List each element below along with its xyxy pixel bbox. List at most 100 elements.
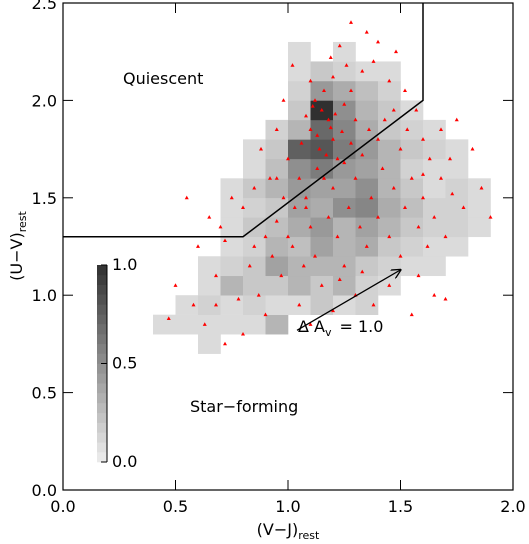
heat-cell (265, 217, 289, 238)
heat-cell (333, 178, 356, 199)
point (207, 215, 212, 219)
colorbar-step (97, 363, 107, 374)
heat-cell (288, 158, 311, 179)
point (331, 137, 335, 141)
point (328, 125, 333, 130)
point (315, 166, 320, 170)
point (479, 185, 484, 190)
point (308, 78, 313, 83)
heat-cell (423, 139, 446, 160)
heat-cell (198, 334, 221, 354)
point (223, 341, 227, 346)
point (398, 254, 403, 258)
heat-cell (378, 158, 401, 179)
colorbar-step (97, 452, 107, 463)
point (337, 43, 342, 48)
colorbar-tick-label: 0.5 (112, 354, 137, 373)
heat-cell (378, 100, 401, 121)
heat-cell (243, 256, 266, 277)
heat-cell (220, 217, 244, 238)
heat-cell (243, 295, 266, 315)
heat-cell (355, 217, 379, 238)
point (247, 263, 252, 268)
heat-cell (288, 275, 311, 296)
heat-cell (378, 139, 401, 160)
point (290, 244, 295, 248)
heat-cell (355, 158, 379, 179)
point (274, 176, 279, 180)
points (166, 20, 493, 346)
x-label-main: (V−J) (257, 520, 299, 539)
heat-cell (468, 197, 491, 218)
colorbar-tick-label: 0.0 (112, 452, 137, 471)
heat-cell (355, 100, 379, 121)
point (290, 63, 295, 67)
point (274, 218, 279, 223)
heat-cell (243, 158, 266, 179)
heat-cell (265, 158, 289, 179)
heat-cell (400, 158, 424, 179)
heat-cell (265, 197, 289, 218)
point (236, 296, 241, 301)
point (274, 127, 279, 132)
colorbar-step (97, 383, 107, 394)
point (376, 215, 380, 219)
colorbar-step (97, 432, 107, 443)
heat-cell (288, 61, 311, 82)
heat-cell (310, 178, 334, 199)
point (263, 234, 268, 239)
point (398, 146, 403, 151)
point (360, 269, 365, 274)
point (304, 195, 308, 200)
point (331, 74, 335, 79)
heat-cell (265, 275, 289, 296)
point (364, 244, 369, 248)
y-axis-label: (U−V)rest (7, 210, 29, 280)
heat-cell (400, 178, 424, 199)
point (281, 98, 286, 102)
heat-cell (423, 178, 446, 199)
heat-cell (423, 158, 446, 179)
heat-cell (310, 80, 334, 101)
heat-cell (220, 275, 244, 296)
heat-cell (378, 217, 401, 238)
reddening-arrow (296, 270, 401, 331)
point (387, 234, 392, 239)
point (432, 215, 437, 219)
point (427, 156, 432, 161)
point (342, 263, 347, 268)
star-forming-label: Star−forming (190, 397, 298, 416)
arrow-label-value: = 1.0 (340, 317, 384, 336)
point (308, 224, 313, 229)
heat-cell (220, 197, 244, 218)
point (439, 127, 443, 132)
point (297, 302, 302, 307)
heat-cell (175, 314, 199, 335)
heat-cell (288, 100, 311, 121)
heat-cell (333, 61, 356, 82)
y-tick-label: 2.0 (32, 91, 57, 110)
point (409, 176, 414, 180)
heat-cell (423, 217, 446, 238)
arrow-label: Δ Av = 1.0 (298, 317, 383, 339)
point (387, 78, 392, 83)
heat-cell (310, 295, 334, 315)
heat-cell (333, 80, 356, 101)
heat-cell (265, 314, 289, 335)
y-label-main: (U−V) (7, 232, 26, 281)
point (196, 244, 200, 248)
colorbar-step (97, 393, 107, 404)
heat-cell (355, 197, 379, 218)
heat-cell (175, 295, 199, 315)
point (349, 88, 353, 93)
heat-cell (355, 119, 379, 140)
point (346, 205, 351, 209)
point (252, 185, 257, 190)
point (337, 277, 342, 282)
heat-cell (310, 158, 334, 179)
y-tick-label: 2.5 (32, 0, 57, 13)
selection-line (63, 3, 424, 238)
point (326, 117, 331, 122)
heat-cell (310, 236, 334, 257)
heatmap (153, 41, 491, 354)
